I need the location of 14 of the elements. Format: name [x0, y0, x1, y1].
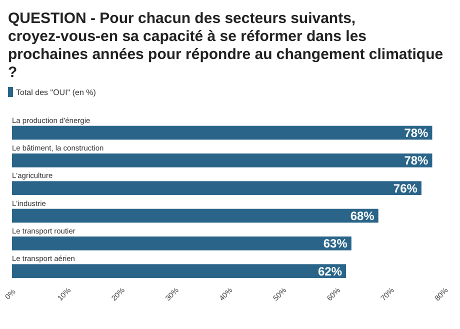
text: 78% [404, 154, 428, 168]
text: 76% [393, 181, 418, 196]
bar [12, 126, 432, 140]
chart-title: QUESTION - Pour chacun des secteurs suivants, croyez-vous-en sa capacité à se réformer dans les prochaines années pour répondre au changement climatique ? [8, 10, 444, 81]
legend-label: Total des "OUI" (en %) [16, 88, 96, 97]
text: 78% [404, 126, 428, 140]
bar [12, 264, 346, 278]
bar [12, 236, 352, 250]
bar [12, 208, 378, 223]
text: 68% [350, 208, 374, 223]
text: 62% [318, 264, 342, 278]
text: 63% [323, 236, 348, 251]
bar [12, 181, 422, 195]
bar [12, 154, 432, 168]
